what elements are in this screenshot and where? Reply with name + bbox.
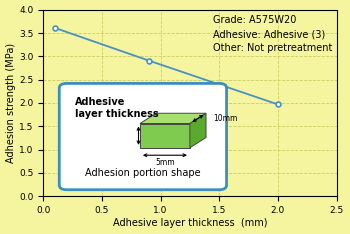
X-axis label: Adhesive layer thickness  (mm): Adhesive layer thickness (mm) [113,218,267,228]
Text: Adhesion portion shape: Adhesion portion shape [85,168,201,178]
Polygon shape [190,113,206,148]
Text: 10mm: 10mm [214,114,238,123]
Text: Grade: A575W20
Adhesive: Adhesive (3)
Other: Not pretreatment: Grade: A575W20 Adhesive: Adhesive (3) Ot… [214,15,333,53]
Polygon shape [140,113,206,124]
Text: 5mm: 5mm [155,158,175,167]
FancyBboxPatch shape [59,83,226,190]
Text: Adhesive
layer thickness: Adhesive layer thickness [75,97,159,119]
Y-axis label: Adhesion strength (MPa): Adhesion strength (MPa) [6,43,16,163]
Polygon shape [140,124,190,148]
